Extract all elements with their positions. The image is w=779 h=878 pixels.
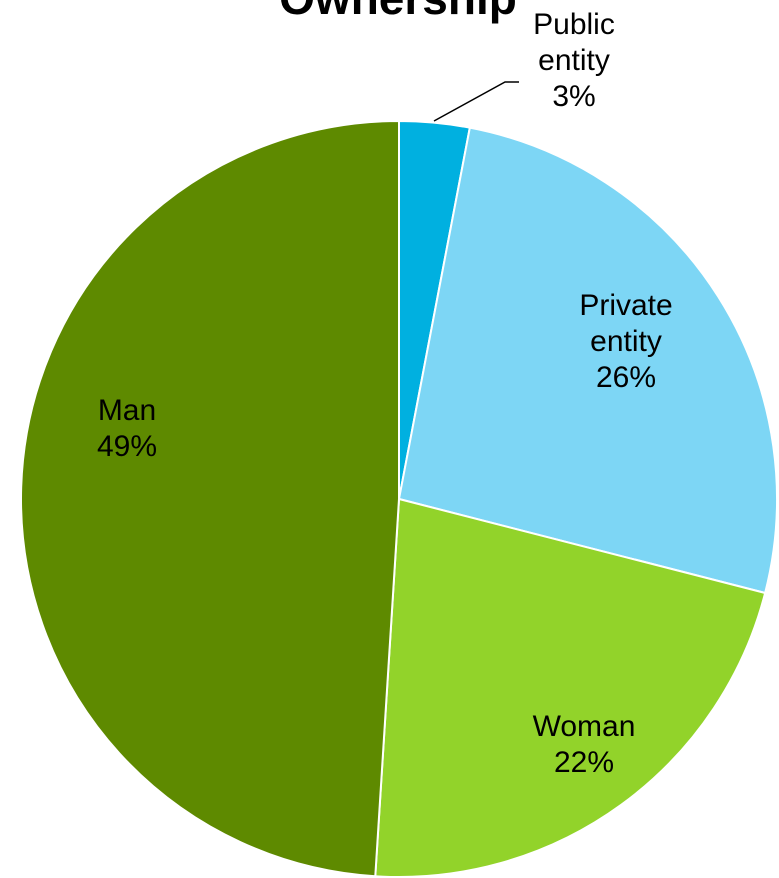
slice-value-label: 22%	[554, 746, 614, 779]
slice-label-public-entity: Public entity 3%	[533, 8, 615, 113]
slice-name-label: Man	[98, 394, 156, 427]
labels-layer: Public entity 3%Private entity 26%Woman 22%Ma…	[97, 8, 673, 779]
slice-label-woman: Woman 22%	[533, 710, 636, 779]
slice-name-label: entity	[590, 325, 662, 358]
chart-title: Ownership	[279, 0, 517, 24]
pie-slice-woman	[374, 497, 767, 878]
slice-value-label: 49%	[97, 430, 157, 463]
slice-name-label: Woman	[533, 710, 636, 743]
pie-slice-private-entity	[397, 126, 778, 595]
slice-label-man: Man 49%	[97, 394, 157, 463]
slice-value-label: 26%	[596, 361, 656, 394]
pie-slice-man	[20, 119, 400, 878]
slice-label-private-entity: Private entity 26%	[579, 289, 672, 394]
slice-value-label: 3%	[552, 80, 595, 113]
slice-name-label: entity	[538, 44, 610, 77]
slice-name-label: Public	[533, 8, 615, 41]
slices-layer	[20, 119, 778, 878]
leader-line	[433, 81, 519, 122]
slice-name-label: Private	[579, 289, 672, 322]
